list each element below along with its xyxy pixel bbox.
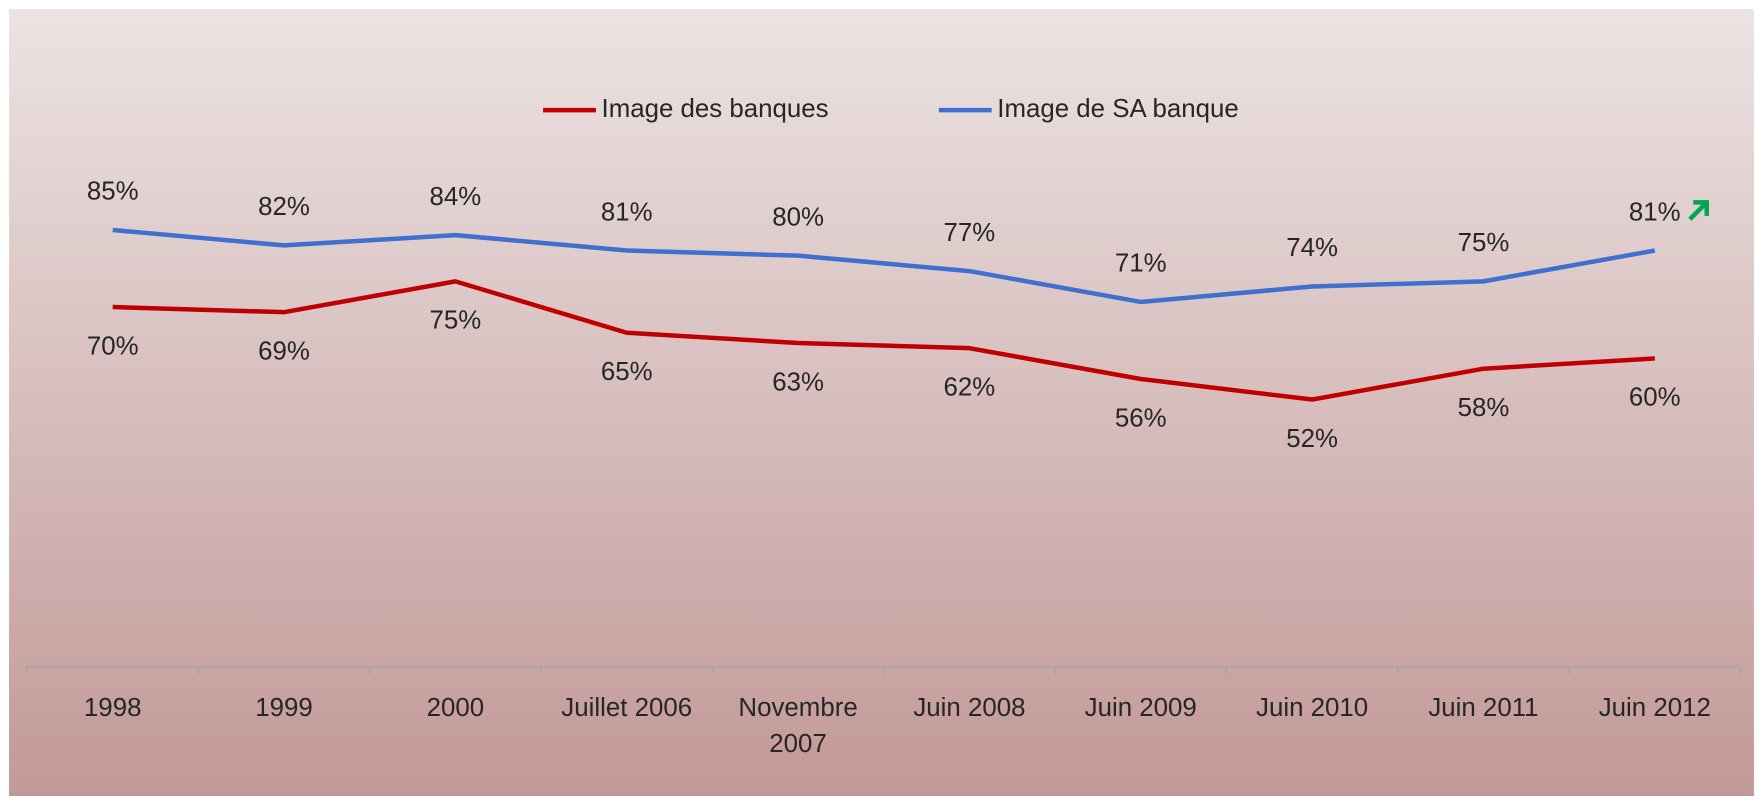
data-label: 56% [1115,404,1167,432]
data-label: 81% [601,198,653,226]
x-tick-label: 1999 [255,692,313,722]
x-tick-label-box: Juin 2008 [913,692,1026,722]
x-tick-label-box: Juillet 2006 [561,692,693,722]
data-label: 75% [1458,229,1510,257]
legend-label: Image des banques [602,95,829,123]
x-tick-label: Novembre 2007 [738,692,858,758]
x-tick-label-box: 1999 [255,692,313,722]
data-label: 80% [772,203,824,231]
data-label: 82% [258,193,310,221]
data-label: 84% [430,183,482,211]
data-label: 85% [87,178,139,206]
x-tick-label-box: Juin 2011 [1428,692,1539,722]
series-line [112,227,1656,305]
x-tick-label-box: Juin 2012 [1598,692,1711,722]
x-tick-label: Juin 2008 [913,692,1026,722]
x-tick-label: Juin 2012 [1598,692,1711,722]
x-tick-label: 1998 [83,692,142,722]
data-label: 75% [430,307,482,335]
x-tick-label-box: Juin 2009 [1084,692,1197,722]
x-tick-label: Juin 2011 [1428,692,1539,722]
data-label: 69% [258,337,310,365]
data-label: 81% [1629,198,1681,226]
x-tick-label: Juin 2009 [1084,692,1197,722]
series-line [112,279,1655,402]
x-tick-label-box: 2000 [426,692,485,722]
x-tick-label-box: Novembre 2007 [738,692,858,758]
data-label: 71% [1115,250,1167,278]
data-label: 63% [772,368,824,396]
up-arrow-icon [1688,200,1709,221]
plot-background [9,8,1754,797]
data-label: 58% [1458,394,1510,422]
x-tick-label: Juin 2010 [1256,692,1369,722]
data-label: 52% [1286,425,1338,453]
data-label: 60% [1629,384,1681,412]
data-label: 77% [944,219,996,247]
data-label: 70% [87,332,139,360]
legend-label: Image de SA banque [997,95,1238,123]
x-tick-label-box: Juin 2010 [1256,692,1369,722]
x-tick-label-box: 1998 [83,692,142,722]
data-label: 62% [944,373,996,401]
x-tick-label: 2000 [426,692,485,722]
data-label: 65% [601,358,653,386]
x-tick-label: Juillet 2006 [561,692,693,722]
data-label: 74% [1286,234,1338,262]
